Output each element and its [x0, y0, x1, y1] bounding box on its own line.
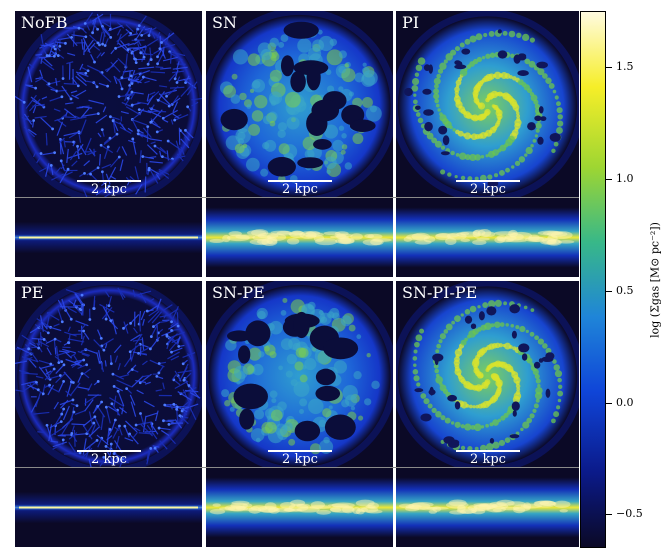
gas-disk — [397, 286, 578, 466]
scale-bar — [268, 180, 332, 182]
scale-bar — [456, 450, 520, 452]
edge-on-map — [15, 468, 202, 547]
face-on-panel: PI 2 kpc — [396, 11, 579, 197]
colorbar-tick-mark — [606, 514, 612, 515]
colorbar-tick-label: 0.0 — [616, 396, 634, 409]
scale-bar — [77, 180, 141, 182]
scale-bar-label: 2 kpc — [470, 452, 506, 467]
scale-bar-label: 2 kpc — [91, 452, 127, 467]
colorbar-tick-label: 0.5 — [616, 284, 634, 297]
gas-disk — [397, 16, 578, 196]
edge-on-panel — [396, 468, 579, 547]
scale-bar-label: 2 kpc — [282, 182, 318, 197]
face-on-panel: SN 2 kpc — [206, 11, 393, 197]
scale-bar — [268, 450, 332, 452]
edge-on-map — [15, 198, 202, 277]
scale-bar — [77, 450, 141, 452]
colorbar-tick-label: −0.5 — [616, 507, 643, 520]
scale-bar — [456, 180, 520, 182]
edge-on-map — [206, 468, 393, 547]
face-on-map — [396, 281, 579, 467]
panel-label: NoFB — [21, 13, 68, 32]
edge-on-panel — [15, 198, 202, 277]
edge-on-panel — [15, 468, 202, 547]
panel-label: SN-PE — [212, 283, 265, 302]
projection-divider — [15, 197, 579, 198]
edge-on-map — [396, 198, 579, 277]
panel-label: PE — [21, 283, 44, 302]
colorbar-tick-mark — [606, 67, 612, 68]
face-on-map — [15, 281, 202, 467]
face-on-map — [15, 11, 202, 197]
colorbar-tick-label: 1.0 — [616, 172, 634, 185]
edge-on-panel — [396, 198, 579, 277]
face-on-panel: NoFB 2 kpc — [15, 11, 202, 197]
colorbar-tick-mark — [606, 179, 612, 180]
face-on-panel: SN-PI-PE 2 kpc — [396, 281, 579, 467]
edge-on-map — [206, 198, 393, 277]
panel-label: SN — [212, 13, 237, 32]
face-on-map — [396, 11, 579, 197]
scale-bar-label: 2 kpc — [470, 182, 506, 197]
edge-on-map — [396, 468, 579, 547]
scale-bar-label: 2 kpc — [91, 182, 127, 197]
edge-on-panel — [206, 198, 393, 277]
colorbar-tick-mark — [606, 403, 612, 404]
row-divider — [15, 277, 579, 280]
colorbar-tick-mark — [606, 291, 612, 292]
colorbar-label: log (Σgas [M⊙ pc⁻²]) — [648, 222, 662, 338]
colorbar-tick-label: 1.5 — [616, 60, 634, 73]
face-on-panel: SN-PE 2 kpc — [206, 281, 393, 467]
edge-on-panel — [206, 468, 393, 547]
face-on-map — [206, 281, 393, 467]
face-on-panel: PE 2 kpc — [15, 281, 202, 467]
face-on-map — [206, 11, 393, 197]
panel-label: PI — [402, 13, 420, 32]
projection-divider — [15, 467, 579, 468]
scale-bar-label: 2 kpc — [282, 452, 318, 467]
colorbar — [580, 11, 606, 548]
panel-label: SN-PI-PE — [402, 283, 478, 302]
